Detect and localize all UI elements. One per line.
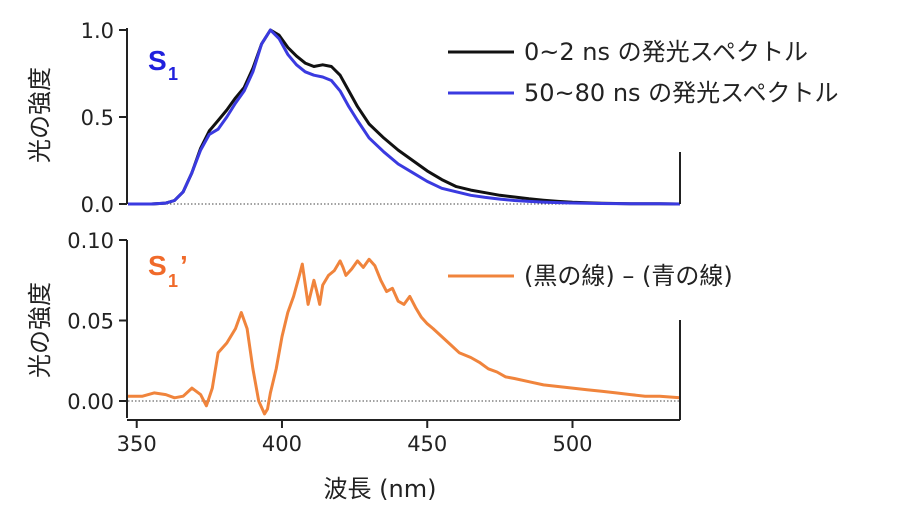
legend-label-black: 0~2 ns の発光スペクトル: [524, 38, 808, 66]
y-tick-label: 0.5: [81, 106, 114, 130]
x-tick-label: 400: [262, 432, 302, 456]
panel1-y-ticks: 0.0 0.5 1.0: [81, 19, 127, 217]
panel2-tag: S 1 ’: [148, 250, 188, 291]
panel1-legend: 0~2 ns の発光スペクトル 50~80 ns の発光スペクトル: [448, 38, 838, 107]
panel1-series: [128, 28, 681, 206]
panel1-tag-subscript: 1: [168, 64, 178, 84]
panel-s1: 光の強度 0.0 0.5 1.0 S 1 0~2 ns の発光スペクトル 50~80…: [26, 19, 838, 217]
x-axis-label: 波長 (nm): [324, 475, 437, 503]
panel-s1-prime: 光の強度 0.00 0.05 0.10 350 400 450 500 S 1 ’ (黒の…: [26, 229, 733, 456]
y-tick-label: 1.0: [81, 19, 114, 43]
y-tick-label: 0.05: [67, 310, 114, 334]
panel2-ylabel: 光の強度: [26, 282, 54, 378]
series-line-2-1: [128, 257, 681, 416]
legend-label-blue: 50~80 ns の発光スペクトル: [524, 79, 838, 107]
panel1-ylabel: 光の強度: [26, 67, 54, 163]
panel2-y-ticks: 0.00 0.05 0.10: [67, 229, 127, 414]
panel1-tag: S 1: [148, 45, 178, 84]
panel2-tag-letter: S: [148, 250, 167, 281]
y-tick-label: 0.00: [67, 390, 114, 414]
panel2-tag-prime: ’: [180, 250, 188, 281]
series-line-1-1: [128, 28, 681, 206]
panel1-tag-letter: S: [148, 45, 167, 76]
panel2-legend: (黒の線) – (青の線): [448, 262, 733, 290]
x-tick-label: 500: [552, 432, 592, 456]
series-line-1-2: [128, 28, 681, 206]
legend-label-orange: (黒の線) – (青の線): [524, 262, 733, 290]
x-tick-label: 450: [407, 432, 447, 456]
x-ticks: 350 400 450 500: [117, 420, 593, 456]
y-tick-label: 0.0: [81, 193, 114, 217]
y-tick-label: 0.10: [67, 229, 114, 253]
panel2-tag-subscript: 1: [168, 271, 178, 291]
panel2-series: [128, 257, 681, 416]
x-tick-label: 350: [117, 432, 157, 456]
